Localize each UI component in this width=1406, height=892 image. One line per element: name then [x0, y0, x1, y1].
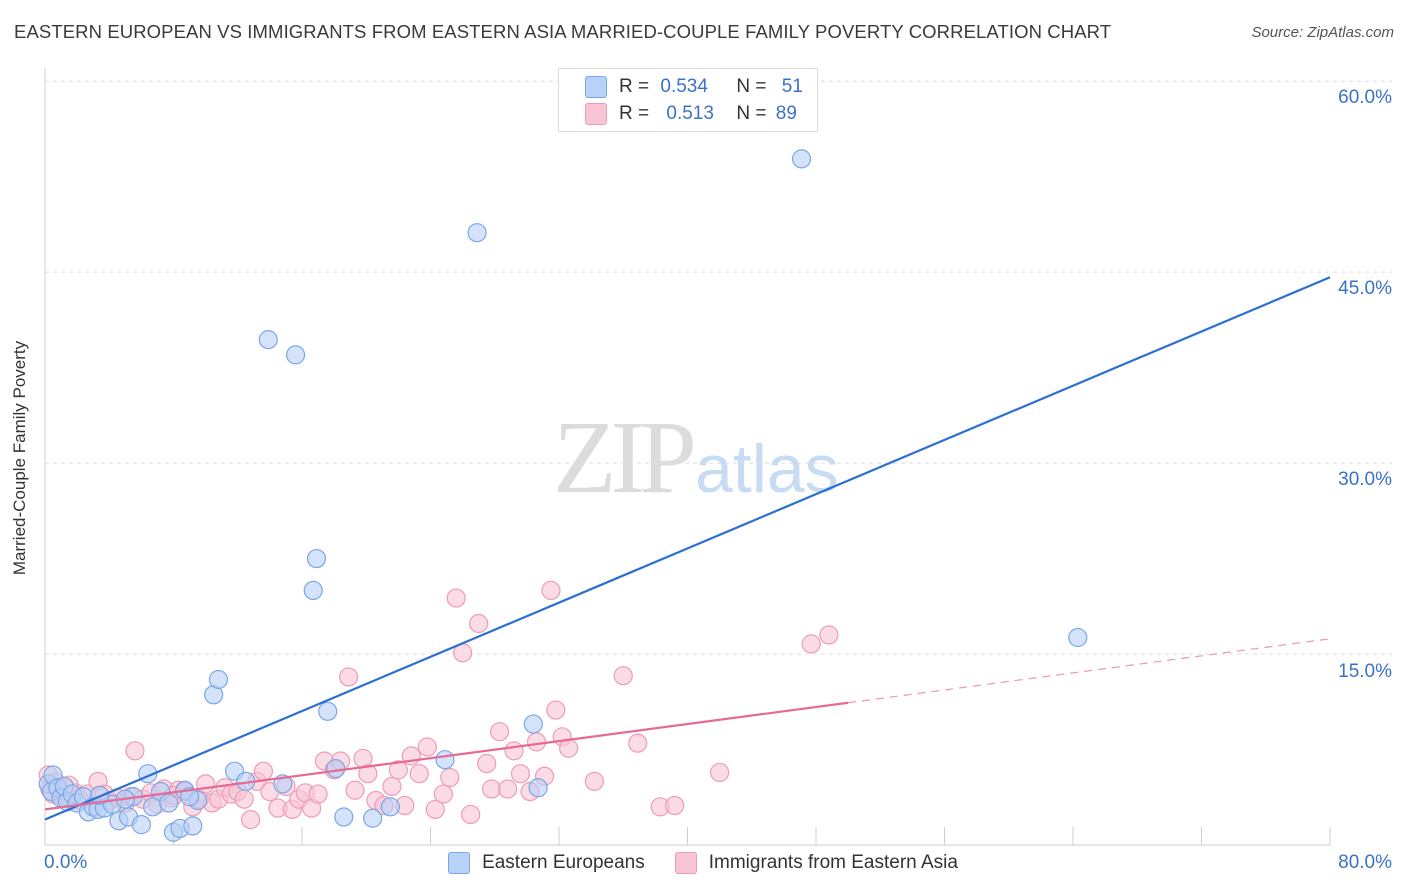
- legend-label: Eastern Europeans: [482, 852, 645, 873]
- x-tick-label-max: 80.0%: [1338, 852, 1392, 873]
- eastern-europeans-point: [159, 793, 179, 813]
- y-tick-label-30: 30.0%: [1338, 469, 1392, 490]
- eastern-asia-point: [510, 764, 531, 784]
- eastern-asia-point: [425, 799, 445, 819]
- eastern-europeans-point: [208, 669, 229, 690]
- eastern-asia-point: [388, 760, 408, 780]
- eastern-europeans-point: [303, 580, 323, 601]
- eastern-europeans-point: [179, 787, 200, 807]
- y-tick-label-45: 45.0%: [1338, 278, 1392, 299]
- blue-swatch: [585, 76, 607, 98]
- pink-swatch: [585, 103, 607, 125]
- eastern-asia-point: [433, 784, 453, 804]
- eastern-asia-point: [584, 771, 604, 791]
- eastern-europeans-point: [318, 701, 338, 721]
- eastern-europeans-point: [285, 345, 306, 365]
- eastern-asia-point: [417, 737, 437, 757]
- eastern-asia-point: [338, 667, 359, 687]
- eastern-europeans-point: [306, 548, 327, 569]
- eastern-asia-point: [241, 809, 261, 830]
- eastern-asia-point: [440, 767, 460, 788]
- eastern-asia-point: [125, 741, 145, 761]
- eastern-europeans-point: [791, 149, 812, 169]
- stats-legend-row-pink: R = 0.513 N = 89: [585, 101, 797, 127]
- eastern-asia-point: [358, 764, 378, 784]
- r-value: 0.513: [666, 103, 714, 124]
- r-label: R =: [619, 103, 650, 124]
- n-value: 51: [781, 76, 803, 97]
- blue-swatch: [448, 852, 471, 874]
- eastern-asia-point: [461, 804, 481, 825]
- y-axis-label: Married-Couple Family Poverty: [10, 340, 29, 576]
- x-tick-label-min: 0.0%: [44, 852, 88, 873]
- eastern-asia-point: [504, 741, 524, 761]
- eastern-europeans-point: [1068, 627, 1088, 648]
- legend-item-immigrants-eastern-asia: Immigrants from Eastern Asia: [674, 852, 958, 874]
- chart-title: EASTERN EUROPEAN VS IMMIGRANTS FROM EAST…: [14, 21, 1112, 42]
- eastern-asia-point: [489, 722, 510, 742]
- eastern-asia-point: [345, 780, 365, 800]
- eastern-asia-point: [541, 580, 561, 601]
- eastern-europeans-point: [326, 759, 346, 779]
- eastern-asia-point: [546, 700, 566, 720]
- n-label: N =: [736, 103, 767, 124]
- r-label: R =: [619, 76, 650, 97]
- eastern-asia-point: [498, 779, 518, 799]
- n-label: N =: [736, 76, 767, 97]
- eastern-asia-point: [819, 625, 839, 645]
- eastern-europeans-point: [363, 808, 383, 828]
- eastern-europeans-point: [334, 807, 354, 827]
- y-tick-label-15: 15.0%: [1338, 661, 1392, 682]
- eastern-europeans-point: [183, 816, 203, 836]
- eastern-europeans-point: [523, 714, 543, 734]
- eastern-europeans-point: [131, 815, 151, 835]
- eastern-asia-point: [613, 666, 633, 686]
- stats-legend: R = 0.534 N = 51 R = 0.513 N = 89: [558, 68, 818, 132]
- eastern-europeans-point: [528, 778, 548, 798]
- y-tick-label-60: 60.0%: [1338, 87, 1392, 108]
- eastern-asia-trend-line: [44, 701, 849, 811]
- eastern-asia-point: [234, 789, 254, 809]
- eastern-asia-point: [409, 764, 429, 784]
- source-label: Source: ZipAtlas.com: [1251, 24, 1394, 41]
- eastern-asia-point: [446, 588, 466, 608]
- eastern-asia-point: [382, 776, 402, 797]
- eastern-asia-point: [469, 613, 489, 634]
- eastern-europeans-trend-line: [44, 276, 1331, 821]
- eastern-asia-point: [801, 634, 821, 654]
- legend-label: Immigrants from Eastern Asia: [708, 852, 958, 873]
- eastern-asia-point: [559, 738, 579, 758]
- eastern-europeans-point: [258, 330, 278, 350]
- legend-item-eastern-europeans: Eastern Europeans: [448, 852, 645, 874]
- eastern-asia-point: [253, 761, 274, 781]
- eastern-asia-point: [628, 733, 648, 753]
- eastern-asia-point: [481, 779, 502, 799]
- eastern-europeans-point: [467, 223, 487, 243]
- n-value: 89: [775, 103, 797, 124]
- eastern-asia-point: [710, 762, 730, 783]
- eastern-europeans-point: [435, 750, 455, 770]
- series-legend: Eastern Europeans Immigrants from Easter…: [0, 852, 1406, 874]
- eastern-europeans-point: [380, 797, 400, 817]
- eastern-asia-point: [308, 784, 328, 804]
- stats-legend-row-blue: R = 0.534 N = 51: [585, 74, 803, 100]
- eastern-asia-trend-line-extension: [848, 638, 1331, 704]
- eastern-asia-point: [477, 753, 497, 774]
- eastern-asia-point: [196, 774, 216, 794]
- pink-swatch: [674, 852, 697, 874]
- eastern-asia-point: [665, 795, 685, 816]
- r-value: 0.534: [660, 76, 708, 97]
- eastern-asia-point: [526, 732, 547, 752]
